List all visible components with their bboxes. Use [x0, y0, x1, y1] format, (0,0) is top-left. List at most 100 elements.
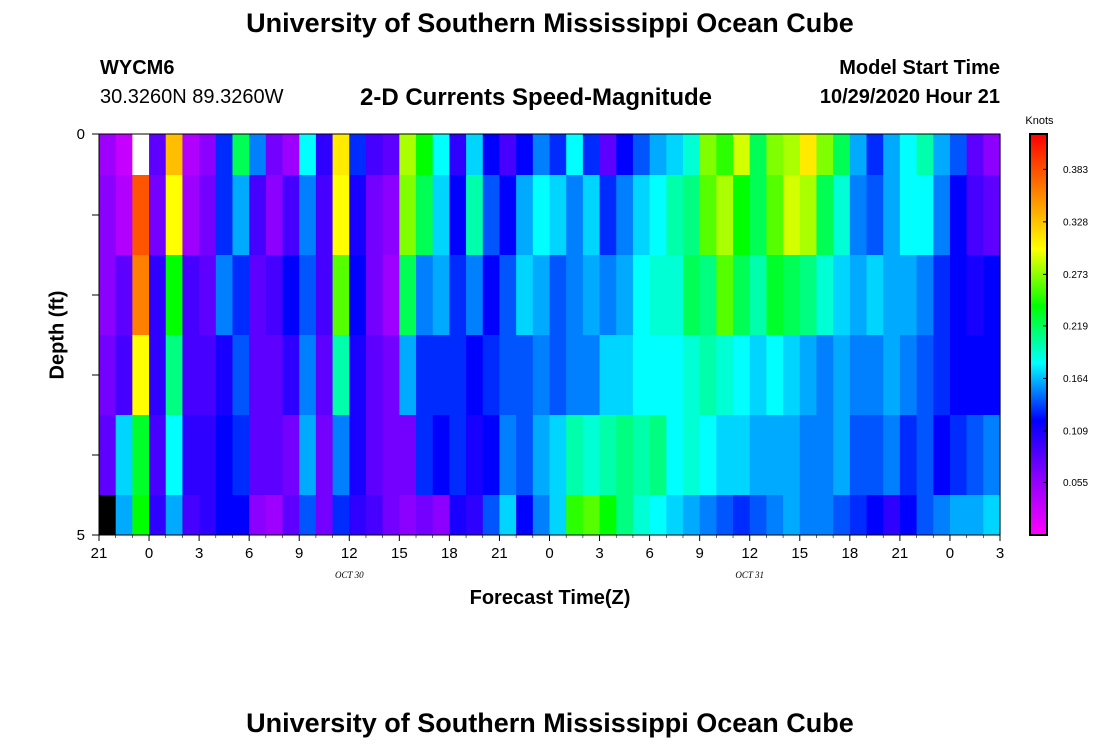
- heatmap-cell: [165, 495, 184, 535]
- heatmap-cell: [349, 335, 367, 415]
- heatmap-cell: [599, 255, 617, 335]
- heatmap-cell: [382, 134, 400, 175]
- heatmap-cell: [649, 134, 667, 175]
- heatmap-cells: [99, 134, 1001, 535]
- heatmap-cell: [849, 255, 868, 335]
- heatmap-cell: [265, 415, 284, 495]
- heatmap-cell: [899, 415, 918, 495]
- heatmap-cell: [699, 335, 717, 415]
- heatmap-cell: [933, 335, 951, 415]
- colorbar-label: Knots: [1025, 115, 1054, 127]
- heatmap-cell: [816, 134, 834, 175]
- heatmap-cell: [666, 495, 684, 535]
- heatmap-cell: [916, 495, 934, 535]
- heatmap-cell: [165, 415, 184, 495]
- heatmap-cell: [916, 415, 934, 495]
- heatmap-cell: [566, 495, 584, 535]
- heatmap-cell: [966, 495, 984, 535]
- heatmap-cell: [466, 335, 484, 415]
- heatmap-cell: [115, 335, 133, 415]
- heatmap-cell: [783, 335, 801, 415]
- heatmap-cell: [682, 255, 701, 335]
- heatmap-cell: [716, 175, 734, 255]
- x-tick-label: 21: [892, 545, 909, 562]
- heatmap-cell: [749, 255, 768, 335]
- heatmap-cell: [783, 495, 801, 535]
- heatmap-cell: [966, 134, 984, 175]
- heatmap-cell: [549, 175, 567, 255]
- heatmap-cell: [699, 134, 717, 175]
- heatmap-cell: [632, 415, 651, 495]
- heatmap-cell: [649, 495, 667, 535]
- heatmap-cell: [549, 335, 567, 415]
- y-tick-label: 0: [77, 126, 85, 143]
- heatmap-cell: [582, 415, 601, 495]
- heatmap-cell: [282, 255, 300, 335]
- heatmap-cell: [149, 255, 167, 335]
- date-label: OCT 31: [735, 570, 764, 580]
- heatmap-cell: [265, 255, 284, 335]
- heatmap-cell: [299, 175, 317, 255]
- heatmap-cell: [466, 255, 484, 335]
- heatmap-cell: [365, 134, 384, 175]
- heatmap-cell: [466, 134, 484, 175]
- heatmap-cell: [282, 175, 300, 255]
- plot-title: 2-D Currents Speed-Magnitude: [360, 84, 713, 111]
- heatmap-cell: [499, 335, 517, 415]
- heatmap-cell: [482, 415, 501, 495]
- heatmap-cell: [432, 335, 450, 415]
- heatmap-cell: [966, 335, 984, 415]
- heatmap-cell: [215, 495, 234, 535]
- heatmap-cell: [532, 255, 551, 335]
- heatmap-cell: [733, 255, 751, 335]
- heatmap-cell: [332, 335, 350, 415]
- heatmap-cell: [682, 415, 701, 495]
- heatmap-cell: [866, 335, 884, 415]
- heatmap-cell: [449, 335, 467, 415]
- heatmap-cell: [449, 255, 467, 335]
- heatmap-cell: [549, 495, 567, 535]
- heatmap-cell: [365, 255, 384, 335]
- heatmap-cell: [382, 415, 400, 495]
- heatmap-cell: [182, 134, 200, 175]
- heatmap-cell: [499, 415, 517, 495]
- heatmap-cell: [983, 335, 1001, 415]
- heatmap-cell: [632, 255, 651, 335]
- heatmap-cell: [416, 335, 434, 415]
- heatmap-cell: [199, 335, 217, 415]
- heatmap-cell: [299, 134, 317, 175]
- x-tick-label: 18: [841, 545, 858, 562]
- heatmap-cell: [699, 175, 717, 255]
- heatmap-cell: [516, 175, 534, 255]
- heatmap-cell: [516, 495, 534, 535]
- heatmap-cell: [232, 255, 250, 335]
- heatmap-cell: [816, 495, 834, 535]
- heatmap-cell: [382, 255, 400, 335]
- heatmap-cell: [349, 415, 367, 495]
- heatmap-cell: [382, 175, 400, 255]
- heatmap-cell: [365, 175, 384, 255]
- heatmap-cell: [933, 175, 951, 255]
- x-tick-label: 12: [341, 545, 358, 562]
- station-id: WYCM6: [100, 57, 175, 79]
- heatmap-cell: [649, 175, 667, 255]
- x-tick-label: 3: [996, 545, 1004, 562]
- model-start-label: Model Start Time: [839, 57, 1000, 79]
- heatmap-cell: [165, 134, 184, 175]
- heatmap-cell: [949, 175, 968, 255]
- heatmap-cell: [983, 134, 1001, 175]
- heatmap-cell: [666, 175, 684, 255]
- heatmap-cell: [883, 175, 901, 255]
- heatmap-cell: [966, 415, 984, 495]
- heatmap-cell: [933, 255, 951, 335]
- heatmap-cell: [966, 255, 984, 335]
- heatmap-cell: [499, 134, 517, 175]
- heatmap-cell: [132, 495, 150, 535]
- heatmap-cell: [149, 335, 167, 415]
- heatmap-cell: [215, 415, 234, 495]
- heatmap-cell: [616, 175, 634, 255]
- heatmap-cell: [432, 495, 450, 535]
- heatmap-cell: [666, 415, 684, 495]
- heatmap-cell: [949, 134, 968, 175]
- heatmap-cell: [566, 255, 584, 335]
